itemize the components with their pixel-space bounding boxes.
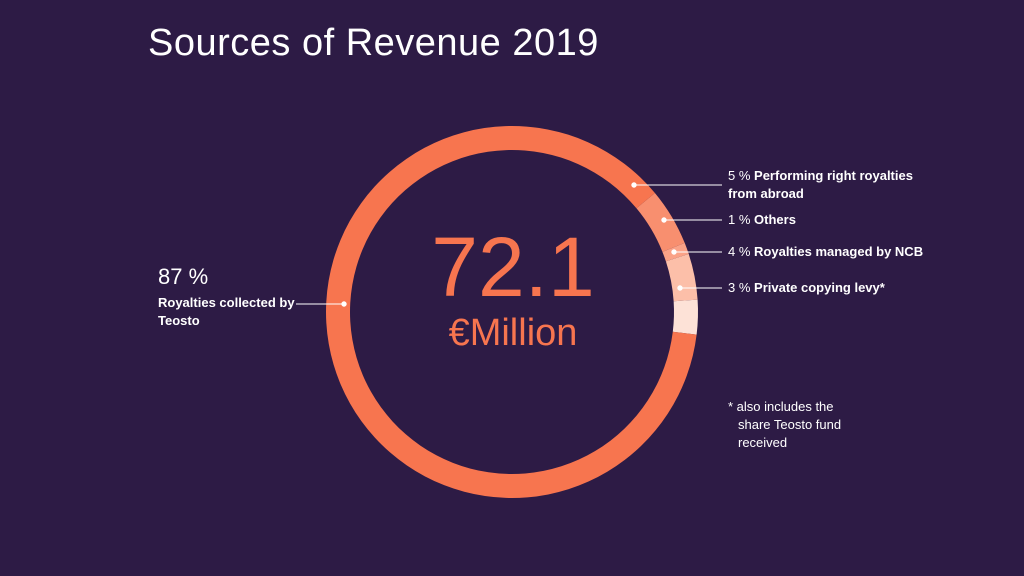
label-abroad: 5 % Performing right royalties from abro… — [728, 167, 913, 203]
donut-slice-1 — [665, 253, 698, 302]
label-levy-percent: 3 % — [728, 280, 751, 295]
label-others-percent: 1 % — [728, 212, 751, 227]
total-unit: €Million — [448, 312, 578, 354]
main-slice-percent: 87 % — [158, 264, 209, 289]
donut-slice-3 — [636, 192, 685, 252]
footnote: * also includes the share Teosto fund re… — [728, 398, 878, 452]
footnote-line3: received — [738, 435, 788, 450]
label-levy-name: Private copying levy* — [754, 280, 885, 295]
label-abroad-percent: 5 % — [728, 168, 751, 183]
label-others-name: Others — [754, 212, 796, 227]
label-others: 1 % Others — [728, 211, 796, 229]
leader-dot-ncb — [671, 249, 677, 255]
donut-slice-0 — [672, 299, 698, 335]
main-slice-label: Royalties collected by Teosto — [158, 295, 295, 328]
leader-dot-abroad — [631, 182, 637, 188]
label-abroad-name: Performing right royalties — [754, 168, 913, 183]
label-abroad-name-line2: from abroad — [728, 186, 804, 201]
footnote-line1: * also includes the — [728, 399, 834, 414]
label-ncb-name: Royalties managed by NCB — [754, 244, 924, 259]
leader-dot-others — [661, 217, 667, 223]
label-ncb-percent: 4 % — [728, 244, 751, 259]
leader-dot-levy — [677, 285, 683, 291]
footnote-line2: share Teosto fund — [738, 417, 842, 432]
leader-dot-main — [341, 301, 347, 307]
label-levy: 3 % Private copying levy* — [728, 279, 885, 297]
chart-title: Sources of Revenue 2019 — [148, 22, 599, 64]
label-ncb: 4 % Royalties managed by NCB — [728, 243, 923, 261]
total-value: 72.1 — [431, 220, 595, 314]
